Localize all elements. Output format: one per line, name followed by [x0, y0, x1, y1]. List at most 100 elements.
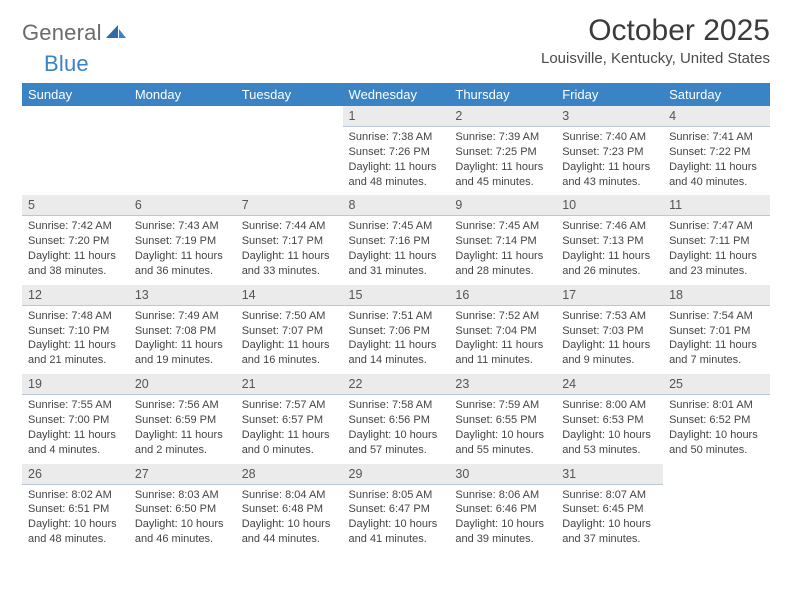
day-info-line: and 26 minutes.: [562, 264, 657, 279]
day-info-line: Sunset: 6:57 PM: [242, 413, 337, 428]
day-cell: Sunrise: 7:57 AMSunset: 6:57 PMDaylight:…: [236, 395, 343, 464]
day-info-line: and 19 minutes.: [135, 353, 230, 368]
day-info-line: Sunrise: 7:40 AM: [562, 130, 657, 145]
day-info-line: Sunset: 7:23 PM: [562, 145, 657, 160]
day-number: 29: [343, 464, 450, 485]
day-number: 23: [449, 374, 556, 395]
week-1-daynum-row: 567891011: [22, 195, 770, 216]
day-info-line: Sunset: 7:13 PM: [562, 234, 657, 249]
calendar-table: Sunday Monday Tuesday Wednesday Thursday…: [22, 83, 770, 553]
day-info-line: and 4 minutes.: [28, 443, 123, 458]
col-tuesday: Tuesday: [236, 83, 343, 106]
day-info-line: Sunrise: 7:54 AM: [669, 309, 764, 324]
week-2-daynum-row: 12131415161718: [22, 285, 770, 306]
day-info-line: Daylight: 10 hours: [28, 517, 123, 532]
brand-logo: General: [22, 20, 128, 46]
day-info-line: and 16 minutes.: [242, 353, 337, 368]
day-number: 13: [129, 285, 236, 306]
day-cell: Sunrise: 7:50 AMSunset: 7:07 PMDaylight:…: [236, 305, 343, 374]
day-info-line: Sunrise: 7:53 AM: [562, 309, 657, 324]
day-info-line: Daylight: 11 hours: [135, 249, 230, 264]
location-text: Louisville, Kentucky, United States: [541, 50, 770, 67]
day-number: 27: [129, 464, 236, 485]
day-info-line: Daylight: 11 hours: [349, 338, 444, 353]
day-number: 28: [236, 464, 343, 485]
day-info-line: and 40 minutes.: [669, 175, 764, 190]
day-info-line: Sunset: 7:26 PM: [349, 145, 444, 160]
week-1-data-row: Sunrise: 7:42 AMSunset: 7:20 PMDaylight:…: [22, 216, 770, 285]
day-info-line: Daylight: 10 hours: [455, 517, 550, 532]
day-info-line: and 23 minutes.: [669, 264, 764, 279]
day-info-line: Sunrise: 7:43 AM: [135, 219, 230, 234]
day-info-line: Daylight: 10 hours: [669, 428, 764, 443]
day-number: 11: [663, 195, 770, 216]
day-info-line: Sunset: 7:01 PM: [669, 324, 764, 339]
day-info-line: Sunrise: 8:06 AM: [455, 488, 550, 503]
day-info-line: Daylight: 11 hours: [242, 428, 337, 443]
day-info-line: Sunrise: 7:51 AM: [349, 309, 444, 324]
day-cell: Sunrise: 7:55 AMSunset: 7:00 PMDaylight:…: [22, 395, 129, 464]
day-number: 19: [22, 374, 129, 395]
day-cell: Sunrise: 8:03 AMSunset: 6:50 PMDaylight:…: [129, 484, 236, 553]
day-info-line: Sunset: 7:08 PM: [135, 324, 230, 339]
day-info-line: Sunrise: 7:52 AM: [455, 309, 550, 324]
day-cell: Sunrise: 7:40 AMSunset: 7:23 PMDaylight:…: [556, 127, 663, 196]
day-info-line: Daylight: 11 hours: [562, 160, 657, 175]
day-info-line: Daylight: 11 hours: [455, 338, 550, 353]
day-cell: Sunrise: 7:41 AMSunset: 7:22 PMDaylight:…: [663, 127, 770, 196]
day-info-line: Sunset: 6:56 PM: [349, 413, 444, 428]
col-friday: Friday: [556, 83, 663, 106]
col-saturday: Saturday: [663, 83, 770, 106]
day-cell: Sunrise: 7:45 AMSunset: 7:14 PMDaylight:…: [449, 216, 556, 285]
day-cell: Sunrise: 8:01 AMSunset: 6:52 PMDaylight:…: [663, 395, 770, 464]
day-cell: Sunrise: 7:56 AMSunset: 6:59 PMDaylight:…: [129, 395, 236, 464]
day-info-line: Sunset: 6:46 PM: [455, 502, 550, 517]
day-cell: Sunrise: 8:00 AMSunset: 6:53 PMDaylight:…: [556, 395, 663, 464]
day-number: [129, 106, 236, 127]
day-info-line: Daylight: 11 hours: [242, 338, 337, 353]
day-number: 9: [449, 195, 556, 216]
day-cell: Sunrise: 8:04 AMSunset: 6:48 PMDaylight:…: [236, 484, 343, 553]
day-info-line: Sunrise: 7:38 AM: [349, 130, 444, 145]
day-number: 17: [556, 285, 663, 306]
day-info-line: Sunrise: 7:57 AM: [242, 398, 337, 413]
week-2-data-row: Sunrise: 7:48 AMSunset: 7:10 PMDaylight:…: [22, 305, 770, 374]
day-info-line: Sunrise: 7:59 AM: [455, 398, 550, 413]
day-info-line: Sunset: 6:50 PM: [135, 502, 230, 517]
day-info-line: and 0 minutes.: [242, 443, 337, 458]
day-info-line: Sunset: 7:00 PM: [28, 413, 123, 428]
day-cell: Sunrise: 8:02 AMSunset: 6:51 PMDaylight:…: [22, 484, 129, 553]
day-cell: Sunrise: 7:51 AMSunset: 7:06 PMDaylight:…: [343, 305, 450, 374]
day-info-line: Sunset: 7:04 PM: [455, 324, 550, 339]
day-info-line: Sunset: 7:17 PM: [242, 234, 337, 249]
day-info-line: and 55 minutes.: [455, 443, 550, 458]
col-sunday: Sunday: [22, 83, 129, 106]
day-number: 26: [22, 464, 129, 485]
day-info-line: Sunrise: 8:05 AM: [349, 488, 444, 503]
day-info-line: and 46 minutes.: [135, 532, 230, 547]
day-cell: Sunrise: 8:07 AMSunset: 6:45 PMDaylight:…: [556, 484, 663, 553]
day-info-line: Sunset: 6:53 PM: [562, 413, 657, 428]
day-info-line: Sunset: 6:47 PM: [349, 502, 444, 517]
brand-name-1: General: [22, 20, 102, 46]
day-info-line: Daylight: 11 hours: [28, 428, 123, 443]
day-info-line: and 31 minutes.: [349, 264, 444, 279]
day-cell: [663, 484, 770, 553]
day-info-line: Sunset: 6:48 PM: [242, 502, 337, 517]
day-info-line: Daylight: 11 hours: [669, 249, 764, 264]
day-cell: [236, 127, 343, 196]
day-number: 22: [343, 374, 450, 395]
day-cell: Sunrise: 7:39 AMSunset: 7:25 PMDaylight:…: [449, 127, 556, 196]
day-number: 1: [343, 106, 450, 127]
day-info-line: and 41 minutes.: [349, 532, 444, 547]
day-info-line: Daylight: 11 hours: [242, 249, 337, 264]
day-cell: Sunrise: 7:53 AMSunset: 7:03 PMDaylight:…: [556, 305, 663, 374]
day-info-line: Daylight: 11 hours: [28, 338, 123, 353]
day-info-line: and 50 minutes.: [669, 443, 764, 458]
day-info-line: Daylight: 10 hours: [242, 517, 337, 532]
day-info-line: Sunrise: 8:07 AM: [562, 488, 657, 503]
logo-sail-icon: [106, 23, 126, 44]
day-info-line: and 37 minutes.: [562, 532, 657, 547]
day-info-line: Sunrise: 7:45 AM: [349, 219, 444, 234]
day-info-line: and 14 minutes.: [349, 353, 444, 368]
